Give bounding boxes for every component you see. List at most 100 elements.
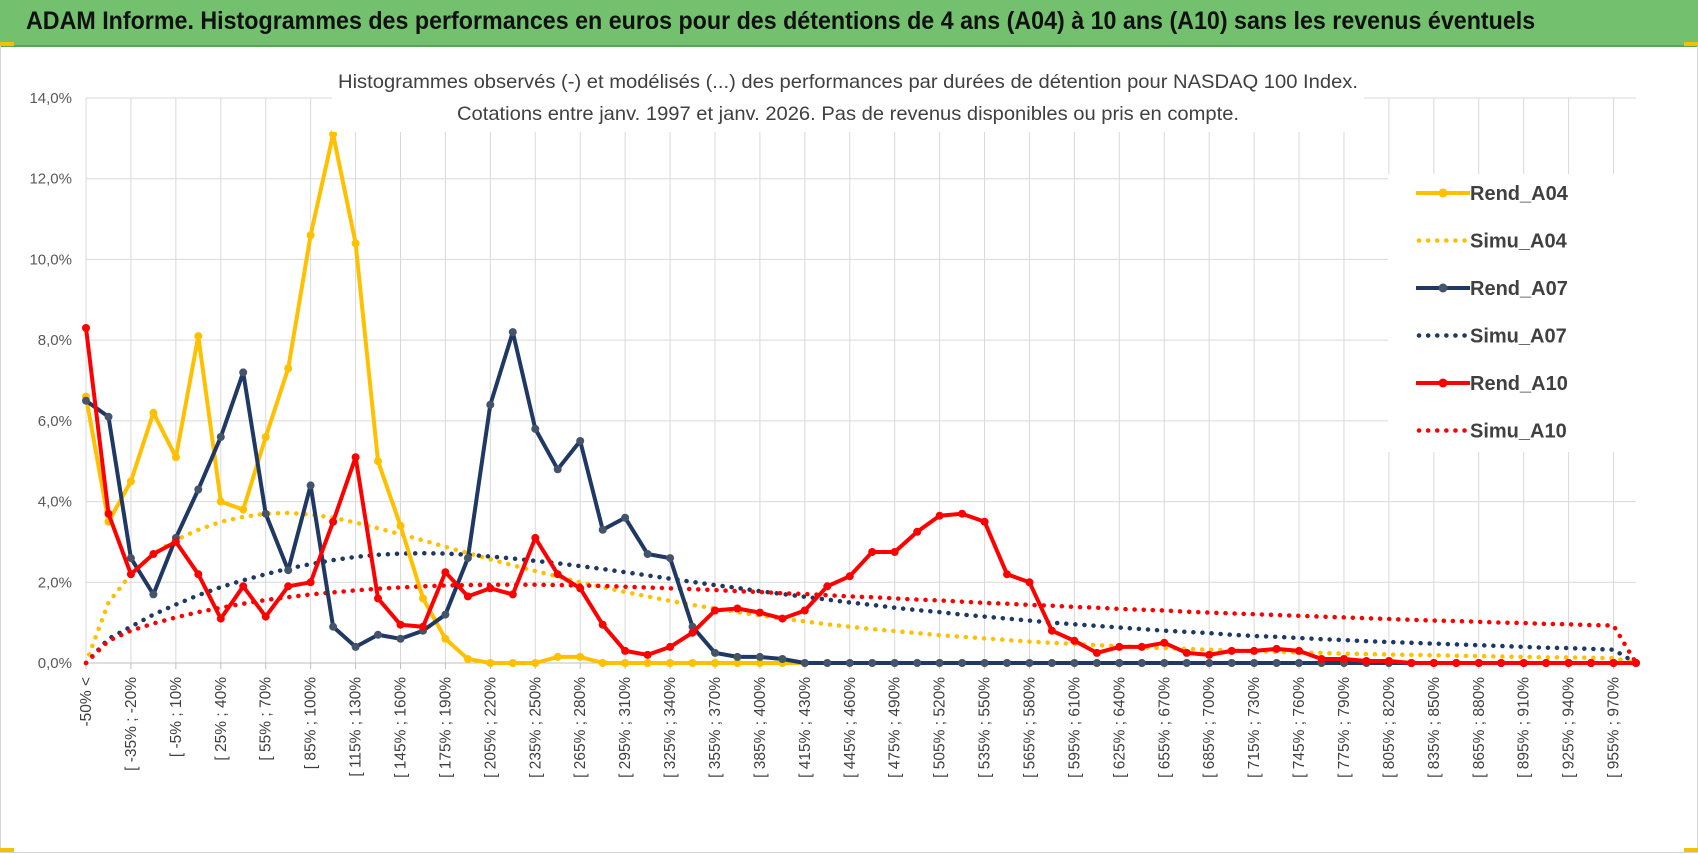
y-tick-label: 14,0% (29, 90, 72, 107)
data-point-rend-a10 (82, 324, 90, 332)
x-tick-label: [ 445% ; 460% (842, 677, 859, 778)
legend-label-rend-a10: Rend_A10 (1470, 373, 1568, 395)
x-tick-label: [ 295% ; 310% (617, 677, 634, 778)
data-point-rend-a10 (958, 509, 967, 518)
data-point-rend-a07 (126, 554, 135, 563)
data-point-rend-a07 (576, 437, 585, 445)
data-point-rend-a07 (306, 481, 315, 490)
data-point-rend-a07 (1092, 659, 1101, 667)
data-point-rend-a07 (441, 610, 450, 619)
x-tick-label: [ 25% ; 40% (213, 677, 230, 761)
data-point-rend-a07 (396, 634, 405, 643)
data-point-rend-a04 (126, 477, 135, 486)
data-point-rend-a04 (531, 659, 540, 667)
data-point-rend-a10 (1519, 659, 1528, 667)
data-point-rend-a04 (351, 239, 360, 248)
data-point-rend-a10 (374, 594, 382, 603)
data-point-rend-a10 (598, 620, 607, 629)
data-point-rend-a07 (216, 433, 225, 441)
data-point-rend-a04 (711, 659, 719, 667)
data-point-rend-a10 (531, 533, 540, 542)
data-point-rend-a04 (261, 433, 270, 441)
data-point-rend-a07 (621, 513, 630, 522)
legend-background (1388, 174, 1636, 452)
x-tick-label: [ 475% ; 490% (887, 677, 904, 778)
data-point-rend-a04 (755, 659, 764, 667)
series-line-simu-a10 (83, 582, 1639, 666)
x-tick-label: [ 415% ; 430% (797, 677, 814, 778)
data-point-rend-a04 (621, 659, 630, 667)
x-tick-label: [ 715% ; 730% (1246, 677, 1263, 778)
legend-item-simu-a10: Simu_A10 (1416, 421, 1567, 443)
data-point-rend-a07 (778, 655, 787, 663)
data-point-rend-a10 (1340, 655, 1348, 663)
y-tick-label: 6,0% (38, 413, 72, 430)
legend-label-simu-a10: Simu_A10 (1470, 421, 1567, 443)
data-point-rend-a10 (194, 570, 203, 579)
data-point-rend-a10 (733, 604, 742, 613)
x-tick-label: [ 265% ; 280% (572, 677, 589, 778)
data-point-rend-a10 (1205, 650, 1214, 659)
data-point-rend-a07 (800, 659, 809, 667)
data-point-rend-a04 (508, 659, 517, 667)
y-tick-label: 8,0% (38, 332, 72, 349)
data-point-rend-a10 (868, 548, 877, 556)
x-tick-label: [ 865% ; 880% (1471, 677, 1488, 778)
corner-mark-top-left (0, 42, 14, 46)
x-tick-label: [ 805% ; 820% (1381, 677, 1398, 778)
title-background (332, 64, 1364, 132)
data-point-rend-a10 (935, 511, 944, 520)
report-title: ADAM Informe. Histogrammes des performan… (26, 7, 1536, 35)
data-point-rend-a10 (1384, 657, 1393, 665)
corner-mark-bottom-right (1684, 848, 1698, 852)
legend-item-simu-a04: Simu_A04 (1416, 231, 1568, 253)
data-point-rend-a10 (1452, 659, 1461, 667)
x-tick-label: [ 235% ; 250% (527, 677, 544, 778)
data-point-rend-a07 (351, 642, 360, 651)
data-point-rend-a10 (553, 570, 562, 579)
data-point-rend-a04 (306, 231, 315, 240)
data-point-rend-a10 (1092, 648, 1101, 657)
x-tick-label: [ 685% ; 700% (1201, 677, 1218, 778)
data-point-rend-a07 (1025, 659, 1034, 667)
data-point-rend-a04 (666, 659, 675, 667)
x-tick-label: [ 565% ; 580% (1021, 677, 1038, 778)
data-point-rend-a07 (1272, 659, 1281, 667)
data-point-rend-a10 (171, 537, 180, 546)
data-point-rend-a07 (1160, 659, 1169, 667)
y-tick-label: 10,0% (29, 251, 72, 268)
x-tick-label: -50% < (78, 677, 95, 727)
x-tick-label: [ 85% ; 100% (303, 677, 320, 769)
x-tick-label: [ 745% ; 760% (1291, 677, 1308, 778)
data-point-rend-a04 (171, 453, 180, 462)
data-point-rend-a07 (755, 652, 764, 661)
data-point-rend-a04 (441, 634, 450, 643)
legend-marker-rend-a04 (1438, 188, 1448, 198)
data-point-rend-a04 (688, 659, 697, 667)
data-point-rend-a07 (935, 659, 944, 667)
data-point-rend-a10 (1474, 659, 1483, 667)
data-point-rend-a04 (149, 408, 158, 417)
corner-mark-bottom-left (0, 848, 14, 852)
data-point-rend-a10 (711, 606, 719, 615)
legend: Rend_A04 Simu_A04 Rend_A07 Simu_A07 Rend_A10… (1416, 183, 1569, 443)
data-point-rend-a07 (486, 400, 495, 409)
x-tick-label: [ 175% ; 190% (437, 677, 454, 778)
data-point-rend-a07 (149, 590, 158, 599)
x-axis: -50% < [ -35% ; -20% [ -5% ; 10% [ 25% ; 40… (78, 662, 1636, 778)
data-point-rend-a10 (1227, 646, 1236, 655)
data-point-rend-a04 (643, 659, 652, 667)
legend-label-rend-a07: Rend_A07 (1470, 278, 1568, 300)
data-point-rend-a10 (1070, 636, 1079, 645)
data-point-rend-a04 (239, 505, 248, 514)
data-point-rend-a10 (1564, 659, 1573, 667)
data-point-rend-a10 (1429, 659, 1438, 667)
data-point-rend-a07 (82, 396, 90, 405)
x-tick-label: [ 55% ; 70% (258, 677, 275, 761)
x-tick-label: [ -35% ; -20% (123, 677, 140, 771)
data-point-rend-a04 (553, 652, 562, 661)
data-point-rend-a07 (1227, 659, 1236, 667)
data-point-rend-a07 (913, 659, 922, 667)
y-tick-label: 2,0% (38, 574, 72, 591)
